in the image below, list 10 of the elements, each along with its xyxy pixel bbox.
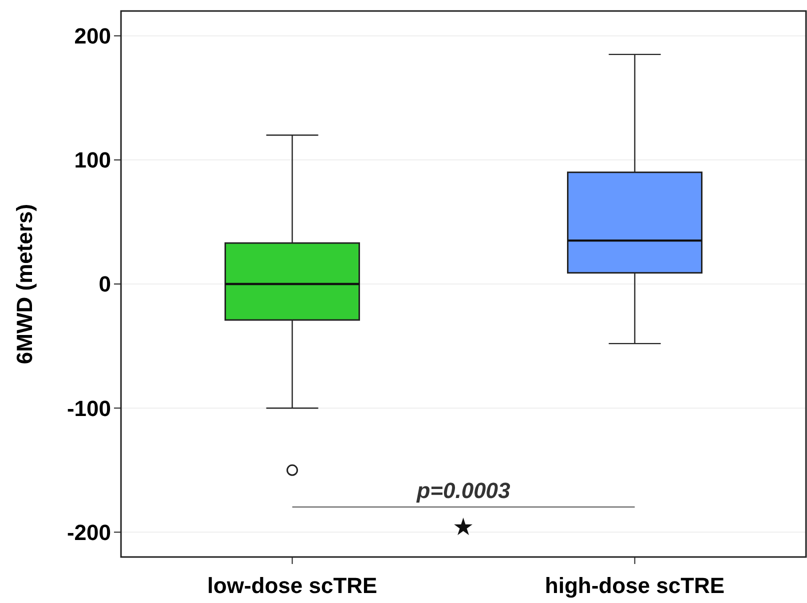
x-tick-label: high-dose scTRE: [544, 573, 725, 598]
x-tick-label: low-dose scTRE: [207, 573, 378, 598]
annotation: p=0.0003: [416, 478, 510, 503]
y-tick-label: 200: [74, 24, 111, 49]
y-tick-label: 100: [74, 148, 111, 173]
y-tick-label: -200: [66, 520, 111, 545]
y-tick-label: 0: [98, 272, 111, 297]
y-tick-label: -100: [66, 396, 111, 421]
annotation: ★: [452, 514, 474, 541]
y-axis-title: 6MWD (meters): [12, 204, 37, 364]
